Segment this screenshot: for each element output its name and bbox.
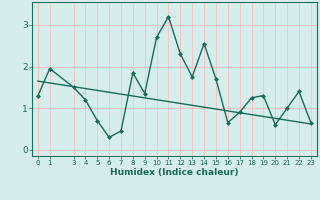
X-axis label: Humidex (Indice chaleur): Humidex (Indice chaleur) [110, 168, 239, 177]
